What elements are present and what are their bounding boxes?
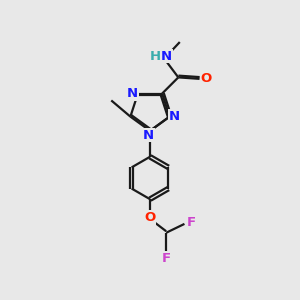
Text: F: F [186,216,196,229]
Text: N: N [127,87,138,100]
Text: N: N [169,110,180,123]
Text: F: F [162,252,171,265]
Text: N: N [161,50,172,63]
Text: O: O [144,211,156,224]
Text: H: H [150,50,161,63]
Text: O: O [200,72,211,86]
Text: N: N [143,129,154,142]
